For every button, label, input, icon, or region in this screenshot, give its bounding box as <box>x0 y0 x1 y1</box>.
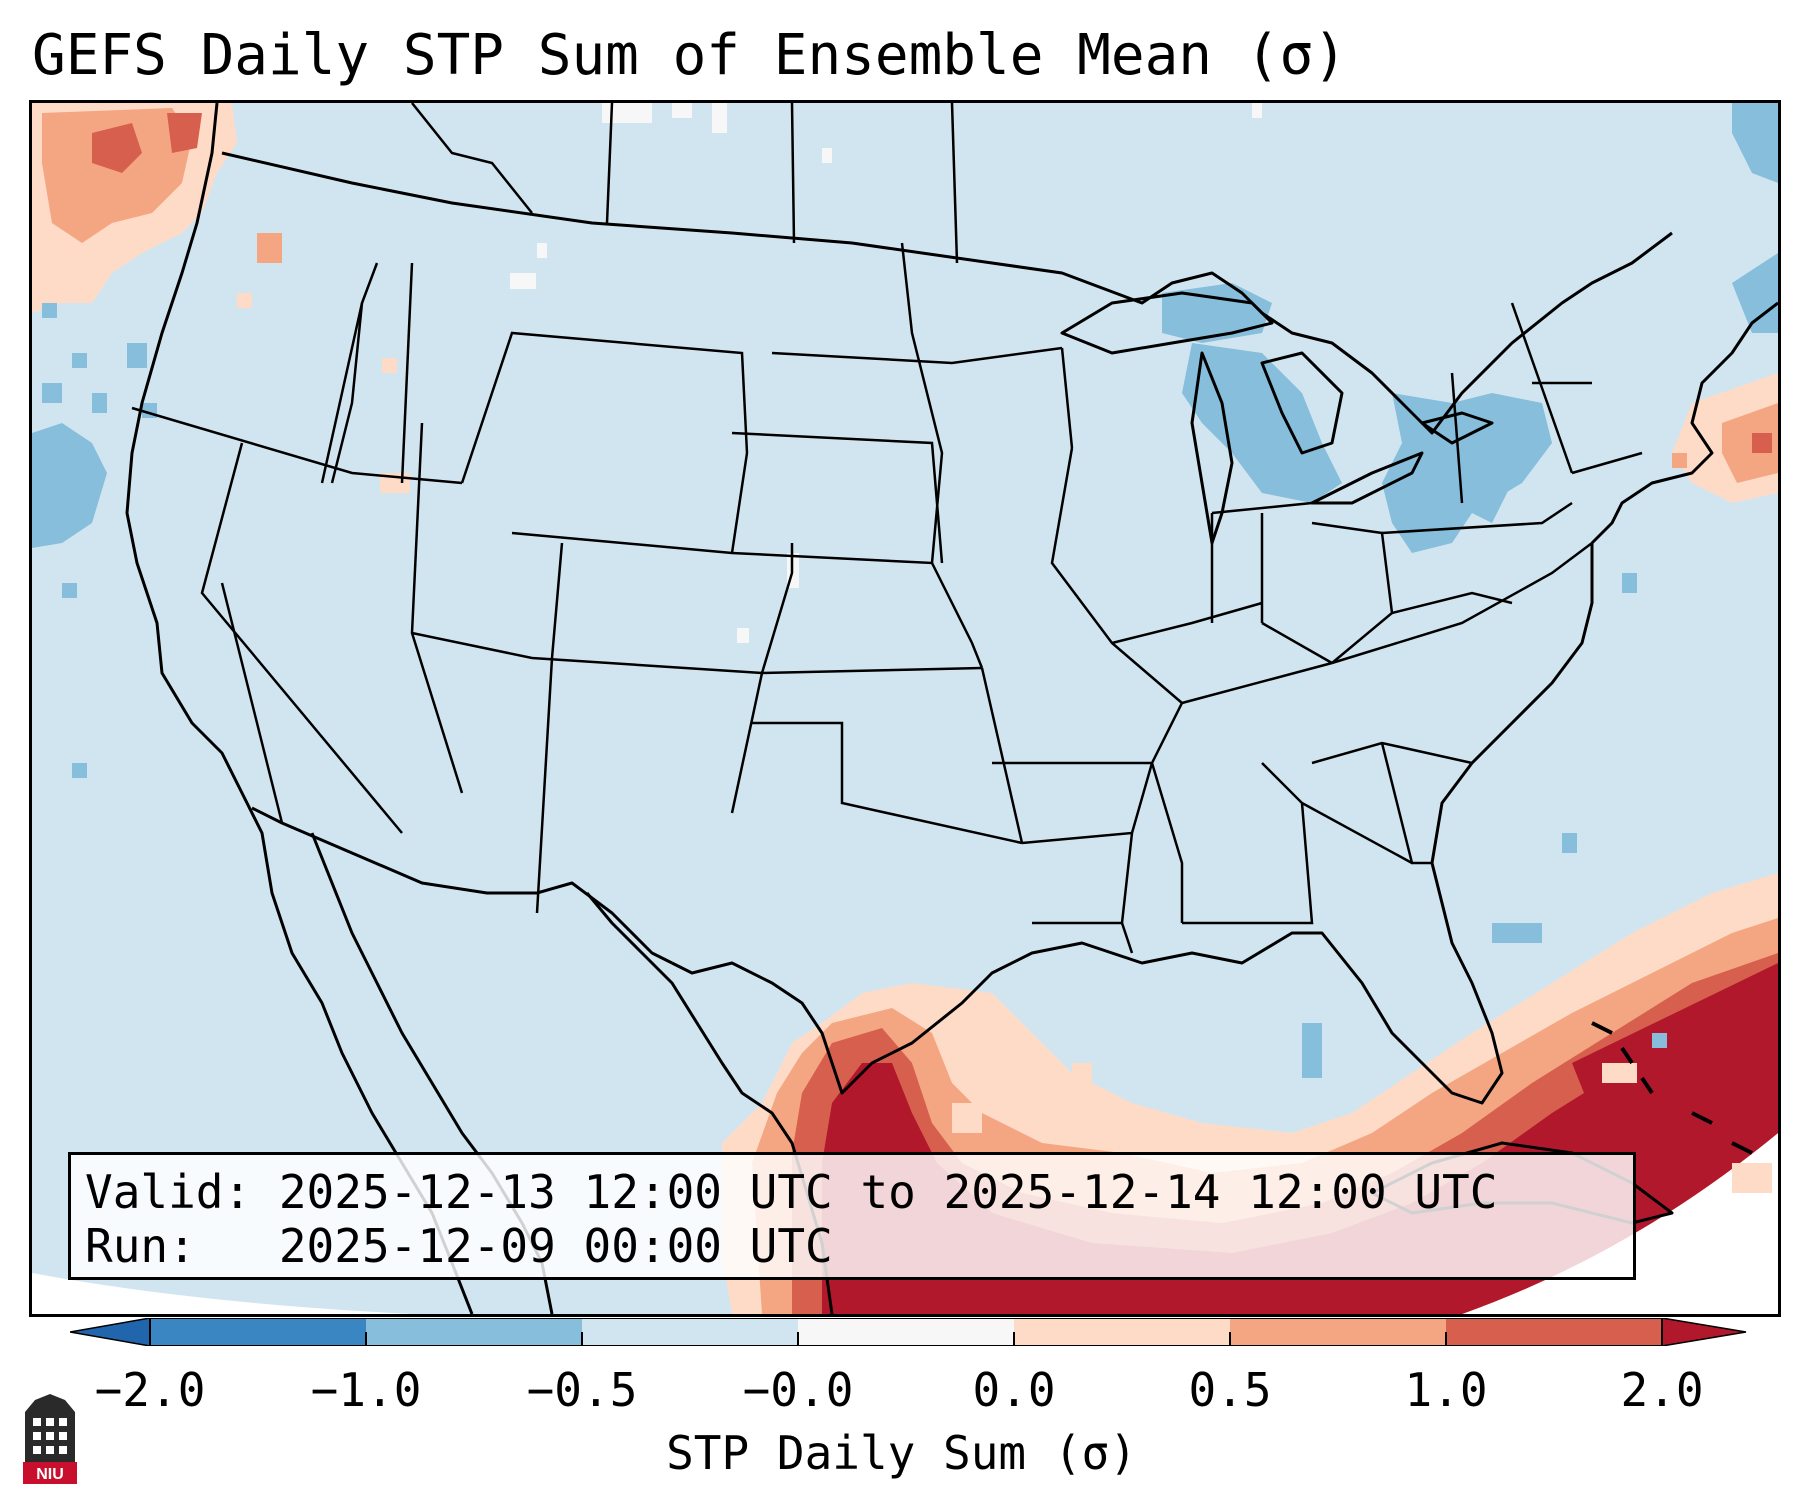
map-panel[interactable] <box>29 100 1781 1317</box>
colorbar-under-extension <box>70 1318 151 1346</box>
canada-border <box>221 151 1673 435</box>
lake-huron <box>1260 351 1344 455</box>
map-outlines <box>125 103 1778 1314</box>
colorbar-bin <box>798 1318 1014 1346</box>
lake-michigan <box>1190 351 1234 545</box>
colorbar-tick-label: 1.0 <box>1404 1363 1488 1417</box>
colorbar-tick-label: −2.0 <box>94 1363 206 1417</box>
lake-erie <box>1310 451 1424 505</box>
west-coastline <box>125 103 474 1314</box>
colorbar-tick-label: −0.5 <box>526 1363 638 1417</box>
colorbar-tick-label: −1.0 <box>310 1363 422 1417</box>
valid-time-text: Valid: 2025-12-13 12:00 UTC to 2025-12-1… <box>85 1165 1498 1219</box>
field-background <box>32 103 1778 1314</box>
anomaly-new-england <box>1672 373 1778 503</box>
colorbar-bin <box>1230 1318 1446 1346</box>
anomaly-pacific-northwest <box>32 103 410 493</box>
niu-logo: NIU <box>23 1394 77 1484</box>
mexico-border <box>251 806 673 965</box>
colorbar-tick-label: 0.0 <box>972 1363 1056 1417</box>
anomaly-negative-patches <box>32 103 1778 1078</box>
state-borders <box>131 103 1643 954</box>
colorbar-bin <box>1014 1318 1230 1346</box>
colorbar-bin <box>582 1318 798 1346</box>
logo-text: NIU <box>36 1466 64 1483</box>
map-canvas[interactable] <box>32 103 1778 1314</box>
lake-ontario <box>1420 411 1494 445</box>
validity-info-box: Valid: 2025-12-13 12:00 UTC to 2025-12-1… <box>68 1152 1636 1280</box>
colorbar-tick-label: 2.0 <box>1620 1363 1704 1417</box>
colorbar-bin <box>1446 1318 1662 1346</box>
lake-superior <box>1060 291 1274 355</box>
map-title: GEFS Daily STP Sum of Ensemble Mean (σ) <box>32 23 1347 88</box>
colorbar <box>70 1318 1747 1346</box>
colorbar-bin <box>366 1318 582 1346</box>
east-coastline <box>1590 301 1778 545</box>
run-time-text: Run: 2025-12-09 00:00 UTC <box>85 1219 833 1273</box>
colorbar-tick-label: −0.0 <box>742 1363 854 1417</box>
colorbar-label: STP Daily Sum (σ) <box>666 1426 1137 1480</box>
colorbar-bin <box>150 1318 366 1346</box>
anomaly-zero-specks <box>510 103 1262 643</box>
colorbar-tick-label: 0.5 <box>1188 1363 1272 1417</box>
bahamas <box>1591 1021 1753 1155</box>
colorbar-over-extension <box>1661 1318 1747 1346</box>
texas-gulf-coastline <box>671 543 1594 1105</box>
